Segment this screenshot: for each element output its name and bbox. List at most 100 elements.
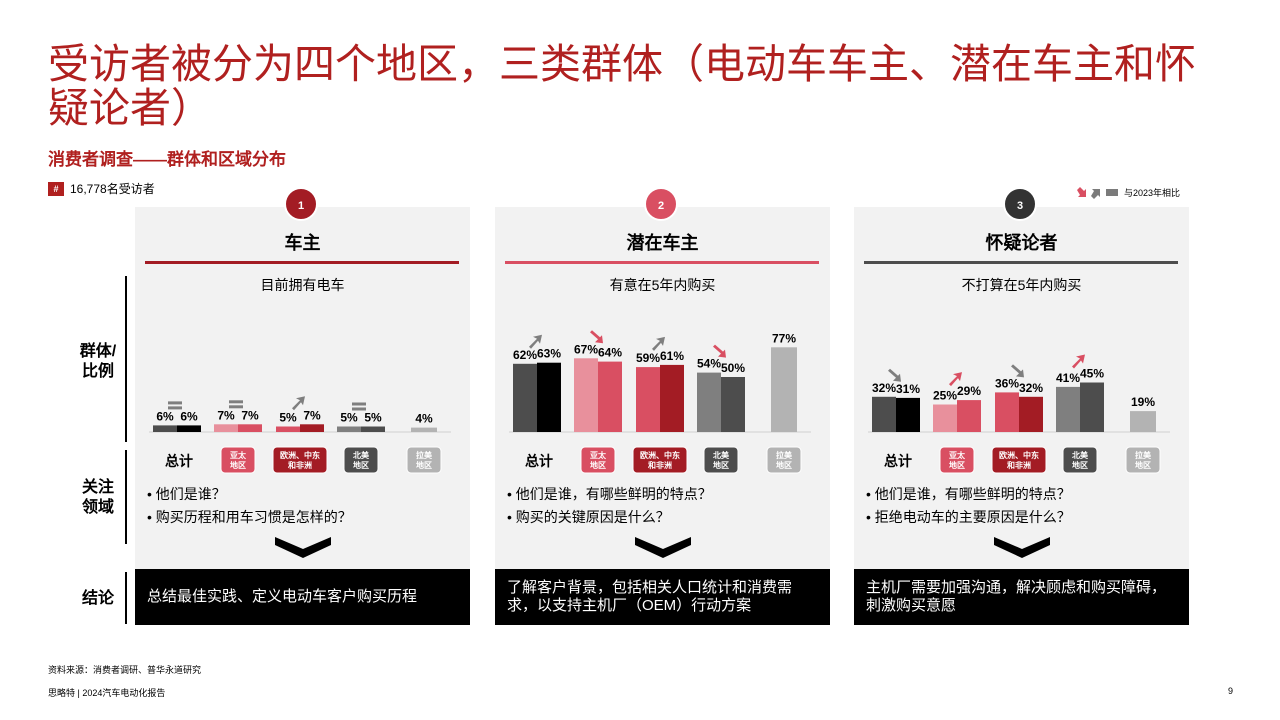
down-arrow-icon <box>1077 186 1086 197</box>
category-label: 地区 <box>353 460 369 470</box>
panel-potential-owners: 2 潜在车主 有意在5年内购买 62% 63% 总计 67% 64% 亚太 地区 59% 61%… <box>495 187 830 625</box>
category-label: 地区 <box>1072 460 1088 470</box>
data-label: 64% <box>598 346 622 360</box>
data-label: 50% <box>721 361 745 375</box>
data-label: 61% <box>660 349 684 363</box>
trend-down-icon <box>888 368 901 382</box>
panel-underline <box>145 261 459 264</box>
data-label: 63% <box>537 347 561 361</box>
category-badge <box>1125 446 1161 474</box>
bar-2024 <box>361 426 385 432</box>
question-item: 购买历程和用车习惯是怎样的？ <box>147 506 352 529</box>
bar-2024 <box>1080 382 1104 432</box>
respondent-count: # 16,778名受访者 <box>48 180 155 197</box>
bar-2024 <box>1019 396 1043 432</box>
respondent-count-text: 16,778名受访者 <box>70 182 155 196</box>
category-label: 拉美 <box>1135 450 1152 460</box>
category-label: 地区 <box>1135 460 1151 470</box>
category-label: 北美 <box>713 450 730 460</box>
bar-2024 <box>300 424 324 432</box>
bar-2024 <box>957 400 981 432</box>
data-label: 29% <box>957 384 981 398</box>
trend-up-icon <box>529 334 542 349</box>
trend-up-icon <box>652 336 665 351</box>
panel-description: 目前拥有电车 <box>260 277 345 293</box>
question-list: 他们是谁，有哪些鲜明的特点？ 购买的关键原因是什么？ <box>507 483 712 529</box>
page-number: 9 <box>1228 686 1234 696</box>
question-item: 他们是谁？ <box>147 483 352 506</box>
source-note: 资料来源：消费者调研、普华永道研究 <box>48 665 202 675</box>
page-subtitle: 消费者调查——群体和区域分布 <box>48 150 286 169</box>
chart-legend: 与2023年相比 <box>1076 186 1180 199</box>
row-label-group: 群体/ 比例 <box>70 342 126 382</box>
data-label: 62% <box>513 348 537 362</box>
panel-number-badge: 2 <box>644 187 678 221</box>
bar-2023 <box>153 425 177 432</box>
data-label: 32% <box>872 381 896 395</box>
category-badge <box>343 446 379 474</box>
bar-2024 <box>1130 411 1156 432</box>
category-badge <box>766 446 802 474</box>
data-label: 31% <box>896 382 920 396</box>
data-label: 5% <box>279 411 297 425</box>
data-label: 4% <box>415 412 433 426</box>
data-label: 7% <box>241 408 259 422</box>
category-label: 欧洲、中东 <box>280 450 320 460</box>
category-label: 北美 <box>353 450 370 460</box>
trend-flat-icon <box>168 406 182 410</box>
category-label: 总计 <box>165 453 193 469</box>
category-label: 总计 <box>884 453 912 469</box>
bar-2023 <box>636 367 660 432</box>
conclusion-box: 总结最佳实践、定义电动车客户购买历程 <box>135 569 470 625</box>
category-label: 地区 <box>416 460 432 470</box>
bar-2024 <box>537 362 561 432</box>
question-item: 他们是谁，有哪些鲜明的特点？ <box>507 483 712 506</box>
category-label: 拉美 <box>776 450 793 460</box>
divider-conclusion <box>125 572 127 624</box>
bar-2024 <box>721 377 745 432</box>
category-label: 北美 <box>1072 450 1089 460</box>
data-label: 59% <box>636 351 660 365</box>
bar-2024 <box>177 425 201 432</box>
bar-2023 <box>574 358 598 432</box>
trend-down-icon <box>1011 364 1024 378</box>
panel-heading: 怀疑论者 <box>985 233 1058 253</box>
report-name: 思略特 | 2024汽车电动化报告 <box>48 688 166 698</box>
chevron-down-icon <box>994 537 1050 558</box>
category-badge <box>1062 446 1098 474</box>
category-badge <box>991 446 1047 474</box>
divider-focus <box>125 450 127 544</box>
trend-flat-icon <box>229 405 243 409</box>
data-label: 77% <box>772 331 796 345</box>
row-label-group-text: 群体/ 比例 <box>79 343 117 380</box>
panel-skeptics: 3 怀疑论者 不打算在5年内购买 32% 31% 总计 25% 29% 亚太 地区 36% 32… <box>854 187 1189 625</box>
panel-number-badge: 1 <box>284 187 318 221</box>
bar-2024 <box>238 424 262 432</box>
category-label: 拉美 <box>416 450 433 460</box>
chevron-down-icon <box>275 537 331 558</box>
data-label: 7% <box>217 408 235 422</box>
category-label: 总计 <box>525 453 553 469</box>
panel-heading: 车主 <box>284 233 321 253</box>
data-label: 36% <box>995 376 1019 390</box>
bar-2023 <box>337 426 361 432</box>
data-label: 5% <box>364 411 382 425</box>
divider-group <box>125 276 127 442</box>
legend-text: 与2023年相比 <box>1124 188 1181 198</box>
category-label: 地区 <box>230 460 246 470</box>
question-list: 他们是谁？ 购买历程和用车习惯是怎样的？ <box>147 483 352 529</box>
bar-2023 <box>1056 386 1080 432</box>
data-label: 6% <box>180 409 198 423</box>
bar-2023 <box>995 392 1019 432</box>
conclusion-box: 了解客户背景，包括相关人口统计和消费需求，以支持主机厂（OEM）行动方案 <box>495 569 830 625</box>
row-label-focus-text: 关注 领域 <box>81 479 114 516</box>
category-badge <box>220 446 256 474</box>
data-label: 5% <box>340 411 358 425</box>
trend-flat-icon <box>229 400 243 404</box>
panel-number-badge: 3 <box>1003 187 1037 221</box>
bar-2023 <box>872 396 896 432</box>
trend-up-icon <box>949 372 962 387</box>
question-list: 他们是谁，有哪些鲜明的特点？ 拒绝电动车的主要原因是什么？ <box>866 483 1071 529</box>
